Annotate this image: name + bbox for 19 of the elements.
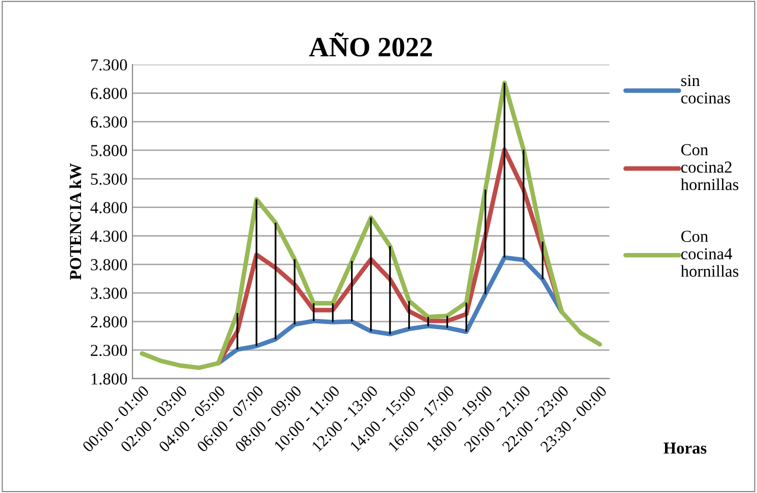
- y-tick-label: 7.300: [91, 59, 127, 71]
- y-tick-label: 3.800: [90, 259, 127, 270]
- y-tick-label: 5.800: [91, 144, 127, 156]
- y-tick-label: 6.300: [90, 116, 127, 128]
- y-tick-label: 4.800: [90, 202, 127, 214]
- y-tick-label: 4.300: [90, 230, 127, 242]
- legend-label: Con cocina2 hornillas: [680, 144, 738, 190]
- y-tick-label: 1.800: [92, 373, 127, 385]
- y-tick-label: 2.800: [90, 316, 127, 328]
- y-axis-title: POTENCIA kW: [69, 163, 82, 280]
- y-tick-label: 2.300: [90, 344, 127, 356]
- y-tick-label: 6.800: [90, 88, 127, 100]
- y-tick-label: 3.300: [90, 288, 127, 299]
- chart-title: AÑO 2022: [309, 32, 432, 57]
- line-series: [140, 80, 602, 370]
- x-axis-title: Horas: [664, 442, 706, 454]
- legend-label: Con cocina4 hornillas: [680, 230, 738, 277]
- y-tick-label: 5.300: [91, 173, 127, 185]
- legend-label: sin cocinas: [681, 74, 730, 104]
